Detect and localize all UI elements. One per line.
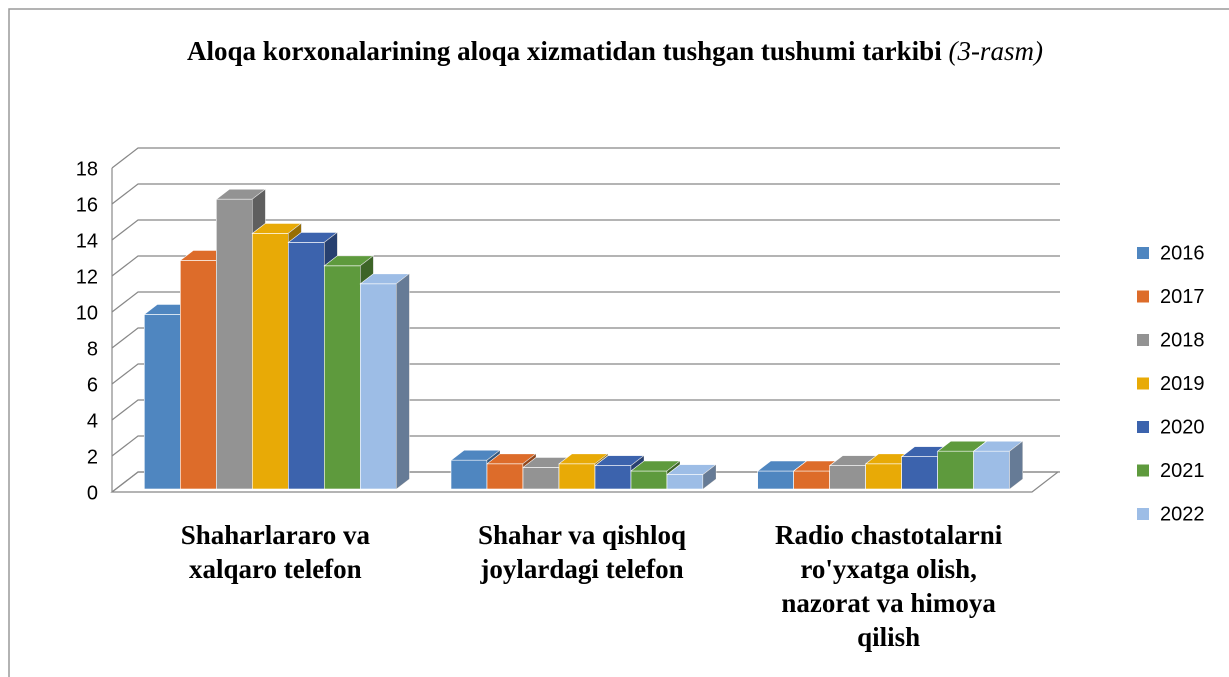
legend-label: 2022 (1160, 503, 1205, 525)
chart-title-block: Aloqa korxonalarining aloqa xizmatidan t… (150, 32, 1080, 70)
bar (144, 314, 181, 490)
bar (486, 463, 524, 490)
grid-line (111, 147, 1060, 169)
bar (522, 467, 560, 490)
y-tick-label: 4 (87, 410, 98, 432)
legend-swatch (1137, 247, 1149, 259)
legend-label: 2017 (1160, 286, 1205, 308)
grid-line (111, 183, 1060, 205)
bar-side-shade (703, 464, 716, 489)
frame (8, 8, 1229, 677)
x-tick-label: Shaharlararo va xalqaro telefon (180, 520, 370, 584)
legend-swatch (1137, 421, 1149, 433)
x-tick-label: Shahar va qishloq joylardagi telefon (477, 520, 687, 584)
y-tick-label: 16 (76, 194, 98, 216)
grid-line (111, 219, 1060, 241)
y-tick-label: 6 (87, 374, 98, 396)
legend-swatch (1137, 290, 1149, 303)
bar (558, 463, 596, 490)
bar (450, 459, 488, 490)
bar (180, 260, 217, 490)
bar (594, 465, 632, 490)
grid-line (111, 327, 1060, 349)
y-tick-label: 0 (87, 482, 98, 504)
legend-swatch (1137, 334, 1149, 346)
bar-side-shade (1009, 441, 1023, 489)
legend-swatch (1137, 508, 1149, 520)
bar (973, 450, 1010, 490)
grid-line (111, 255, 1060, 277)
bar (360, 283, 397, 490)
grid-line (111, 291, 1060, 313)
bar (252, 233, 289, 490)
legend-label: 2018 (1160, 329, 1205, 351)
y-tick-label: 8 (87, 338, 98, 360)
bar-side-shade (396, 273, 410, 489)
y-tick-label: 14 (76, 230, 98, 252)
bar-side (1009, 440, 1023, 490)
chart-title: Aloqa korxonalarining aloqa xizmatidan t… (187, 36, 942, 66)
legend-swatch (1137, 464, 1149, 477)
bar (937, 450, 974, 490)
bar (793, 470, 830, 490)
legend-label: 2021 (1160, 460, 1205, 482)
grid-line (111, 363, 1060, 385)
bar (829, 465, 866, 490)
bar-side (702, 463, 717, 490)
y-tick-label: 2 (87, 446, 98, 468)
bar (666, 474, 704, 490)
grid-line (111, 399, 1060, 421)
legend-label: 2019 (1160, 373, 1205, 395)
bar (216, 198, 253, 490)
y-tick-label: 18 (76, 158, 98, 180)
bar (757, 470, 794, 490)
grid-line (111, 471, 1060, 493)
legend-label: 2016 (1160, 242, 1205, 264)
bar (324, 265, 361, 490)
x-tick-label: Radio chastotalarni ro'yxatga olish, naz… (775, 520, 1003, 652)
grid-line (111, 435, 1060, 457)
legend-label: 2020 (1160, 416, 1205, 438)
bar (288, 242, 325, 490)
bar (865, 463, 902, 490)
bar (901, 456, 938, 490)
y-tick-label: 10 (76, 302, 98, 324)
chart-subtitle: (3-rasm) (948, 36, 1043, 66)
bar-side (396, 273, 410, 490)
legend-swatch (1137, 377, 1149, 390)
bar (630, 470, 668, 490)
y-tick-label: 12 (76, 266, 98, 288)
